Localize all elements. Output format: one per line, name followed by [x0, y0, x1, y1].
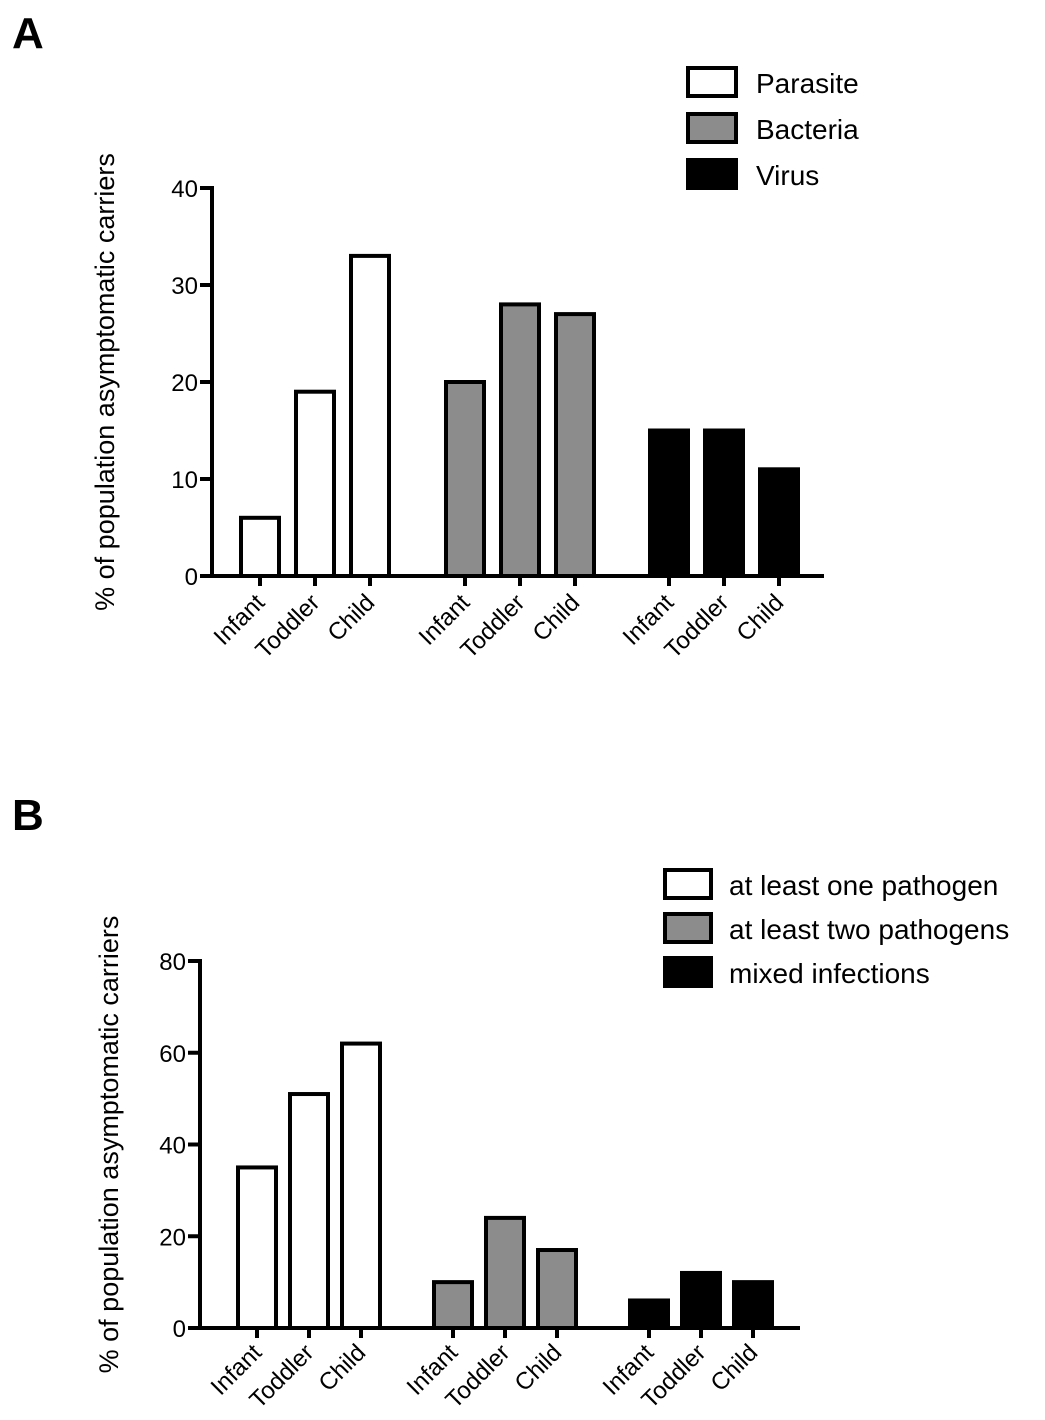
- bar-toddler-1: [499, 302, 541, 578]
- bar-infant-2: [628, 1298, 670, 1330]
- y-tick-label: 60: [159, 1041, 186, 1068]
- y-tick-label: 10: [171, 467, 198, 494]
- legend-swatch: [686, 66, 738, 98]
- legend-label: at least two pathogens: [729, 914, 1009, 945]
- x-tick-label: Child: [731, 589, 789, 647]
- bar-infant-2: [648, 428, 690, 578]
- bar-toddler-0: [294, 389, 336, 579]
- y-tick-label: 40: [171, 176, 198, 203]
- legend-swatch: [686, 158, 738, 190]
- y-tick-label: 0: [185, 564, 198, 591]
- bar-child-0: [349, 253, 391, 578]
- y-tick-label: 20: [171, 370, 198, 397]
- bar-infant-0: [239, 515, 281, 578]
- y-tick-label: 0: [173, 1316, 186, 1343]
- legend-swatch: [663, 912, 713, 944]
- x-tick-label: Child: [705, 1339, 763, 1397]
- y-axis-label: % of population asymptomatic carriers: [90, 153, 120, 611]
- bar-child-1: [554, 312, 596, 578]
- y-tick-label: 80: [159, 949, 186, 976]
- x-tick-label: Child: [509, 1339, 567, 1397]
- bar-infant-1: [444, 380, 486, 578]
- bar-child-0: [340, 1041, 382, 1330]
- legend-label: Virus: [756, 160, 819, 191]
- y-tick-label: 20: [159, 1224, 186, 1251]
- bar-toddler-0: [288, 1092, 330, 1330]
- legend-label: at least one pathogen: [729, 870, 998, 901]
- bar-infant-0: [236, 1165, 278, 1330]
- panel-b: B% of population asymptomatic carriers In…: [12, 791, 1009, 1414]
- x-tick-label: Child: [527, 589, 585, 647]
- legend-swatch: [686, 112, 738, 144]
- legend-swatch: [663, 956, 713, 988]
- x-tick-label: Child: [322, 589, 380, 647]
- bar-toddler-2: [680, 1270, 722, 1330]
- x-tick-label: Child: [313, 1339, 371, 1397]
- bar-infant-1: [432, 1280, 474, 1330]
- legend-label: mixed infections: [729, 958, 930, 989]
- panel-letter: B: [12, 791, 44, 840]
- bar-child-1: [536, 1248, 578, 1330]
- y-tick-label: 40: [159, 1133, 186, 1160]
- panel-letter: A: [12, 9, 44, 58]
- panel-a: A% of population asymptomatic carriersIn…: [12, 9, 859, 664]
- bar-toddler-1: [484, 1215, 526, 1331]
- y-axis-label: % of population asymptomatic carriers: [94, 916, 124, 1374]
- legend-label: Parasite: [756, 68, 859, 99]
- legend-label: Bacteria: [756, 114, 859, 145]
- bar-toddler-2: [703, 428, 745, 578]
- y-tick-label: 30: [171, 273, 198, 300]
- bar-child-2: [758, 467, 800, 578]
- legend-swatch: [663, 868, 713, 900]
- bar-child-2: [732, 1280, 774, 1330]
